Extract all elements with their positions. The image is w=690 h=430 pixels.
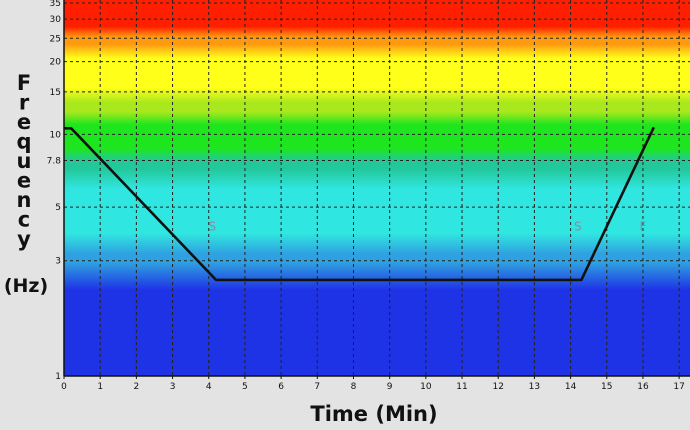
y-label-letter: r <box>19 91 30 115</box>
y-label-letter: e <box>17 110 31 134</box>
x-tick-label: 4 <box>206 382 212 392</box>
y-tick-label: 5 <box>55 203 61 213</box>
x-tick-label: 13 <box>529 382 540 392</box>
y-label-letter: y <box>17 227 31 251</box>
x-tick-label: 7 <box>314 382 320 392</box>
y-label-unit: (Hz) <box>4 275 48 297</box>
y-tick-label: 15 <box>50 88 61 98</box>
x-tick-label: 0 <box>61 382 67 392</box>
x-tick-label: 10 <box>420 382 432 392</box>
y-tick-label: 1 <box>55 372 61 382</box>
x-tick-label: 5 <box>242 382 248 392</box>
x-tick-label: 1 <box>97 382 103 392</box>
x-tick-label: 9 <box>387 382 393 392</box>
y-label-letter: q <box>16 130 31 154</box>
y-tick-label: 30 <box>50 15 62 25</box>
phase-marker: S <box>574 220 582 234</box>
x-tick-label: 15 <box>601 382 612 392</box>
phase-marker: S <box>209 220 217 234</box>
x-tick-label: 3 <box>170 382 176 392</box>
phase-marker: F <box>640 220 647 234</box>
y-tick-label: 10 <box>50 130 62 140</box>
y-label-letter: u <box>17 149 32 173</box>
x-tick-label: 12 <box>492 382 503 392</box>
series-layer <box>64 126 655 282</box>
y-tick-label: 25 <box>50 34 61 44</box>
y-tick-label: 20 <box>50 58 62 68</box>
plot-background <box>64 0 690 376</box>
y-label-letter: c <box>18 208 30 232</box>
y-label-letter: F <box>17 71 31 95</box>
x-tick-label: 6 <box>278 382 284 392</box>
x-tick-labels: 0 1 2 3 4 5 6 7 8 9 10 11 12 13 14 15 16 17 <box>61 376 685 392</box>
grid <box>63 0 690 377</box>
x-tick-label: 16 <box>637 382 649 392</box>
x-tick-label: 14 <box>565 382 577 392</box>
y-tick-label: 3 <box>55 257 61 267</box>
y-label-letter: e <box>17 169 31 193</box>
x-tick-label: 2 <box>134 382 140 392</box>
series-line <box>64 126 655 282</box>
y-tick-label: 7.8 <box>47 156 62 166</box>
y-tick-label: 35 <box>50 0 61 9</box>
y-label-letter: n <box>17 188 32 212</box>
x-tick-label: 8 <box>351 382 357 392</box>
x-tick-label: 17 <box>673 382 684 392</box>
x-axis-label: Time (Min) <box>310 402 437 426</box>
x-tick-label: 11 <box>456 382 467 392</box>
